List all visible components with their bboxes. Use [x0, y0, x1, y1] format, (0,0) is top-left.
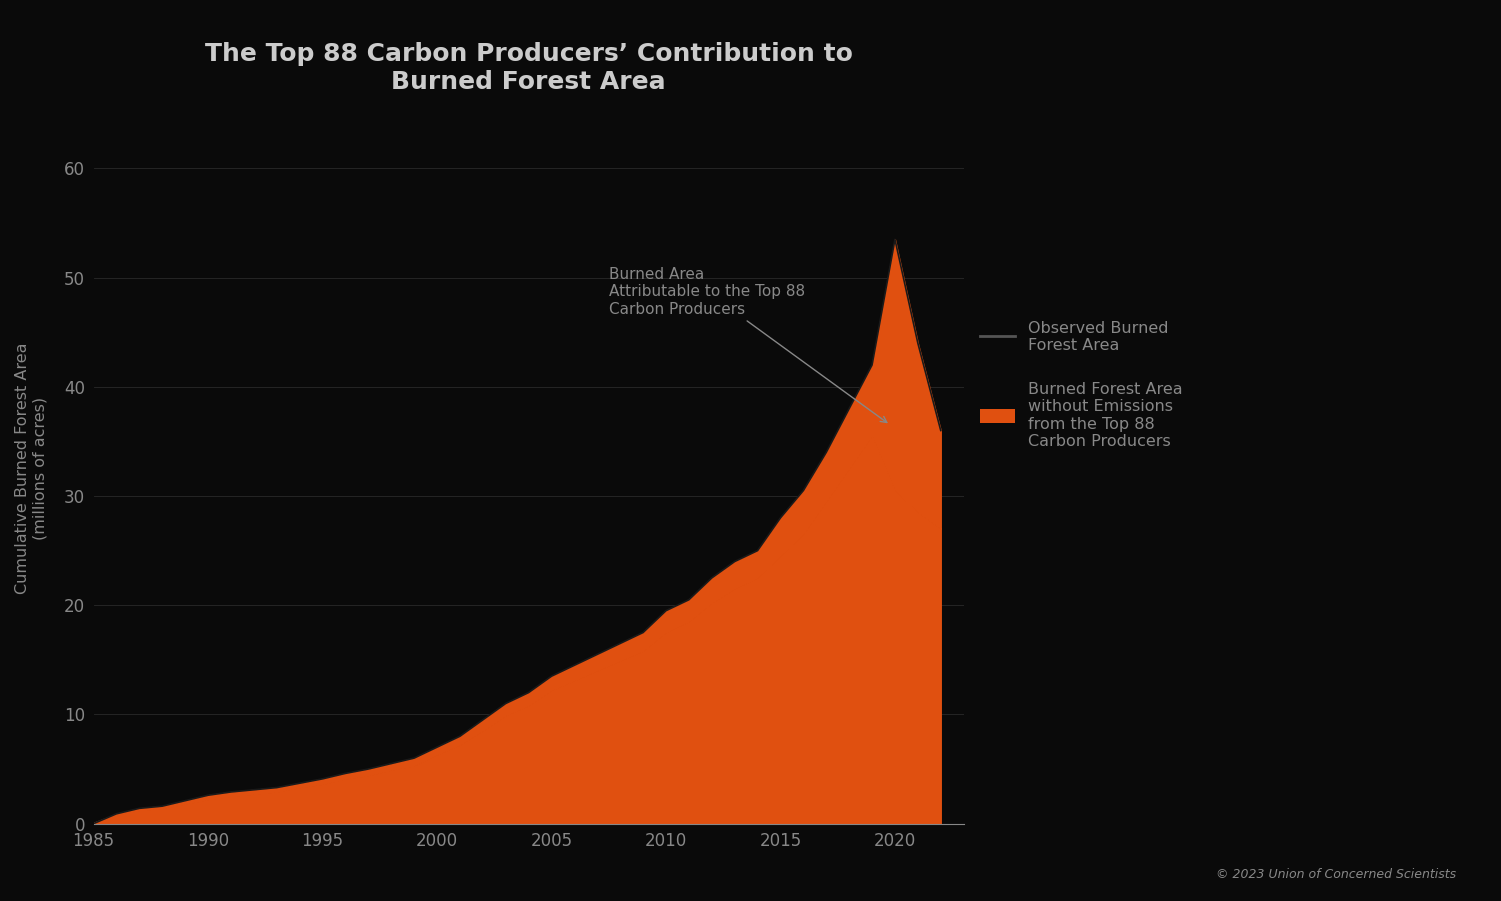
Legend: Observed Burned
Forest Area, Burned Forest Area
without Emissions
from the Top 8: Observed Burned Forest Area, Burned Fore…: [980, 321, 1183, 449]
Y-axis label: Cumulative Burned Forest Area
(millions of acres): Cumulative Burned Forest Area (millions …: [15, 343, 48, 595]
Title: The Top 88 Carbon Producers’ Contribution to
Burned Forest Area: The Top 88 Carbon Producers’ Contributio…: [204, 42, 853, 94]
Text: Burned Area
Attributable to the Top 88
Carbon Producers: Burned Area Attributable to the Top 88 C…: [609, 267, 887, 423]
Text: © 2023 Union of Concerned Scientists: © 2023 Union of Concerned Scientists: [1216, 869, 1456, 881]
